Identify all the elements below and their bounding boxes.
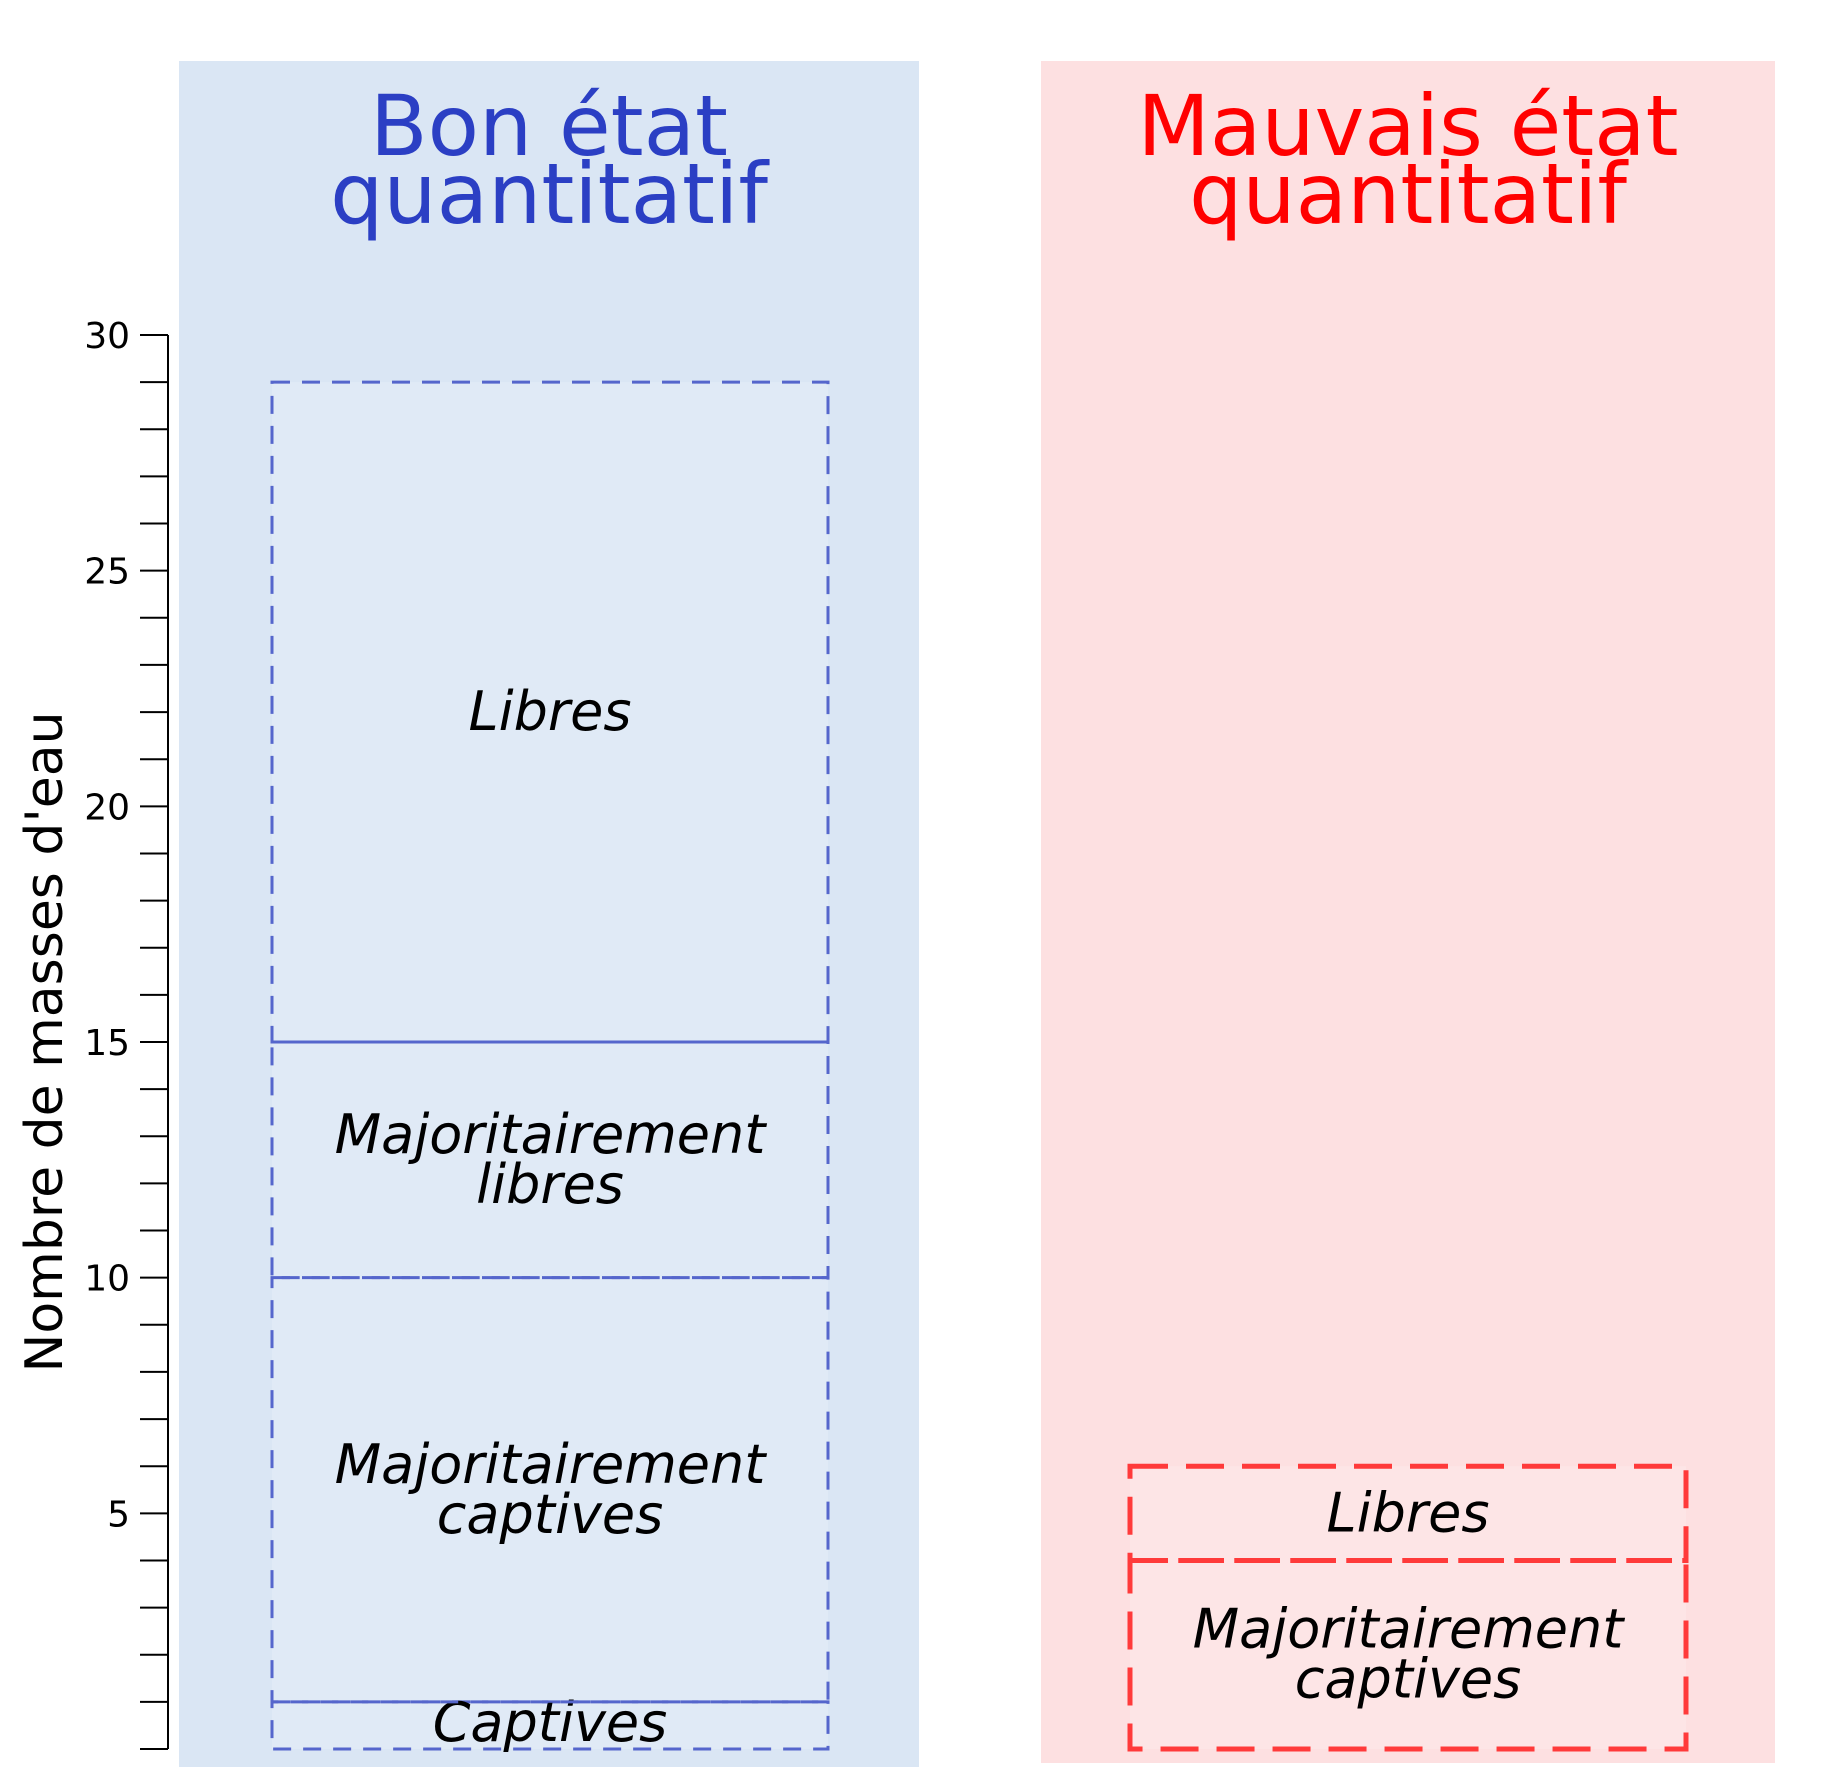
- segment-label-line: captives: [437, 1483, 664, 1546]
- panel-mauvais-etat: Mauvais état quantitatif Majoritairement ca…: [1041, 61, 1775, 1763]
- segment-label-line: libres: [476, 1153, 624, 1216]
- panel-title: Bon état quantitatif: [330, 77, 770, 243]
- segment-label-line: Libres: [1327, 1481, 1490, 1544]
- panel-title-line: Mauvais état: [1137, 77, 1678, 175]
- segment-box: [1127, 1557, 1689, 1752]
- segment-label-line: Majoritairement: [335, 1103, 768, 1166]
- segment-label-line: Majoritairement: [1193, 1598, 1626, 1661]
- segment-label: Majoritairement libres: [335, 1103, 768, 1216]
- y-tick-label: 25: [84, 552, 130, 593]
- y-tick-label: 10: [84, 1259, 130, 1300]
- y-axis: 5 10 15 20 25 30: [84, 316, 169, 1750]
- panel-bon-etat: Bon état quantitatifCaptivesMajoritaireme…: [179, 61, 919, 1767]
- panel-title: Mauvais état quantitatif: [1137, 77, 1678, 243]
- segment-box: [270, 1700, 830, 1751]
- panel-background: [179, 61, 919, 1767]
- segment-box: [270, 1276, 830, 1704]
- segment-box: [270, 1040, 830, 1280]
- panel-background: [1041, 61, 1775, 1763]
- segment-label: Majoritairement captives: [1193, 1598, 1626, 1711]
- segment-label-line: Libres: [469, 680, 632, 743]
- segment-box: [1127, 1463, 1689, 1563]
- segment-box: [270, 380, 830, 1044]
- segment-label: Libres: [1327, 1481, 1490, 1544]
- panel-title-line: Bon état: [370, 77, 728, 175]
- segment-label: Majoritairement captives: [335, 1433, 768, 1546]
- segment-label-line: captives: [1295, 1648, 1522, 1711]
- panels: Bon état quantitatifCaptivesMajoritaireme…: [179, 61, 1775, 1767]
- y-tick-label: 5: [107, 1494, 130, 1535]
- segment-label: Libres: [469, 680, 632, 743]
- y-axis-title: Nombre de masses d'eau: [15, 711, 75, 1372]
- segment-label-line: Majoritairement: [335, 1433, 768, 1496]
- y-tick-label: 15: [84, 1023, 130, 1064]
- box-fill: [272, 382, 828, 1750]
- y-tick-label: 30: [84, 316, 130, 357]
- panel-title-line: quantitatif: [330, 145, 770, 243]
- y-tick-label: 20: [84, 787, 130, 828]
- box-fill: [1130, 1466, 1686, 1749]
- panel-title-line: quantitatif: [1189, 145, 1629, 243]
